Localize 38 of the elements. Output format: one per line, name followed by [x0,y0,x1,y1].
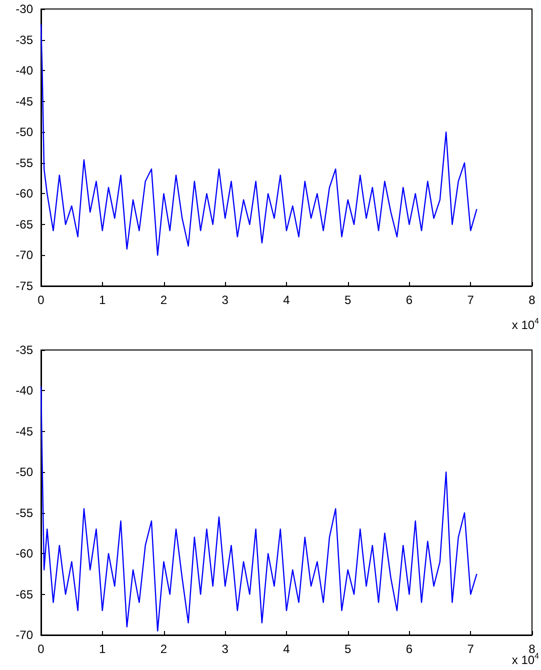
y-tick-label: -35 [16,343,34,357]
x-tick-label: 1 [99,642,106,656]
x-tick-label: 5 [344,293,352,307]
y-tick-label: -70 [16,248,34,262]
y-tick-label: -55 [16,156,34,170]
x-tick-label: 0 [38,642,45,656]
x-tick-label: 6 [406,642,413,656]
y-tick-label: -30 [16,2,34,16]
y-tick-label: -65 [16,587,34,602]
y-tick-label: -55 [16,506,34,520]
y-tick-label: -65 [16,217,34,232]
line-series [40,386,478,632]
y-tick-label: -35 [16,32,34,47]
y-tick-label: -45 [16,424,34,438]
y-tick-label: -40 [16,64,34,78]
y-tick-label: -60 [16,186,34,201]
x-tick-label: 8 [528,293,536,307]
x-tick-label: 4 [283,293,290,307]
y-tick-label: -45 [16,94,34,108]
y-tick-label: -75 [16,279,34,293]
x-tick-label: 4 [283,642,290,656]
x-tick-label: 2 [160,293,168,307]
line-series [40,24,478,256]
x-tick-label: 8 [528,642,536,656]
y-tick-label: -50 [16,465,34,480]
x-tick-label: 7 [467,642,474,656]
x-tick-label: 7 [467,293,474,307]
y-tick-label: -40 [16,384,34,398]
x-tick-label: 5 [344,642,352,656]
x-tick-label: 1 [99,293,106,307]
y-tick-label: -70 [16,628,34,642]
x-tick-label: 6 [406,293,413,307]
x-tick-label: 3 [222,293,229,307]
x-tick-label: 0 [38,293,45,307]
x-tick-label: 2 [160,642,168,656]
y-tick-label: -60 [16,546,34,561]
x-tick-label: 3 [222,642,229,656]
y-tick-label: -50 [16,125,34,140]
